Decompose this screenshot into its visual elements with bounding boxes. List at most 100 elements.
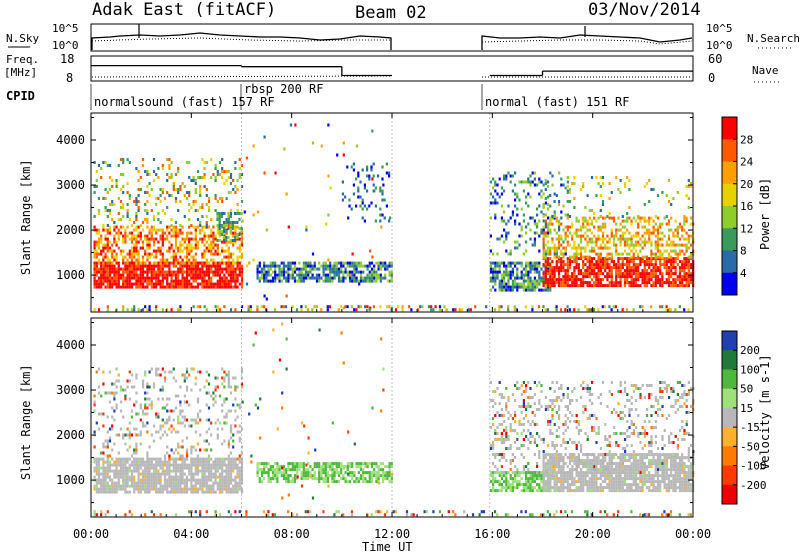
data-cell — [503, 279, 506, 283]
data-cell — [555, 260, 558, 264]
data-cell — [128, 273, 131, 277]
data-cell — [542, 234, 545, 238]
data-cell — [100, 240, 103, 244]
data-cell — [388, 264, 391, 268]
data-cell — [203, 252, 206, 256]
data-cell — [218, 481, 222, 485]
data-cell — [595, 260, 598, 264]
data-cell — [582, 272, 585, 276]
data-cell — [95, 421, 98, 425]
data-cell — [566, 278, 569, 282]
data-cell — [670, 263, 673, 267]
data-cell — [514, 279, 517, 283]
data-cell — [302, 279, 305, 283]
data-cell — [218, 227, 221, 230]
data-cell — [672, 281, 675, 285]
data-cell — [104, 237, 107, 241]
data-cell — [302, 261, 305, 265]
data-cell — [553, 266, 556, 270]
data-cell — [161, 188, 164, 191]
data-cell — [584, 216, 587, 220]
data-cell — [227, 252, 230, 256]
data-cell — [520, 270, 523, 274]
data-cell — [214, 167, 217, 170]
data-cell — [223, 475, 226, 479]
data-cell — [344, 195, 347, 199]
data-cell — [654, 234, 657, 238]
data-cell — [637, 266, 640, 270]
data-cell — [568, 191, 572, 194]
data-cell — [196, 246, 200, 250]
data-cell — [207, 264, 211, 268]
data-cell — [179, 466, 182, 470]
data-cell — [665, 263, 668, 267]
data-cell — [652, 188, 655, 191]
data-cell — [104, 478, 107, 482]
data-cell — [509, 264, 512, 268]
data-cell — [161, 228, 164, 232]
data-cell — [362, 477, 365, 481]
data-cell — [146, 221, 149, 224]
data-cell — [278, 276, 281, 280]
data-cell — [527, 222, 530, 226]
data-cell — [126, 484, 129, 488]
data-cell — [106, 237, 109, 241]
data-cell — [337, 273, 341, 277]
data-cell — [274, 273, 277, 277]
data-cell — [579, 188, 583, 191]
data-cell — [240, 478, 244, 482]
data-cell — [146, 475, 149, 479]
data-cell — [293, 270, 297, 274]
data-cell — [263, 135, 266, 139]
data-cell — [232, 267, 235, 271]
data-cell — [331, 279, 334, 283]
data-cell — [225, 249, 228, 253]
data-cell — [375, 465, 378, 469]
data-cell — [362, 279, 365, 283]
data-cell — [104, 228, 107, 232]
data-cell — [214, 261, 217, 265]
data-cell — [157, 249, 160, 253]
data-cell — [104, 273, 107, 277]
data-cell — [210, 433, 213, 437]
data-cell — [531, 285, 534, 289]
data-cell — [192, 475, 195, 479]
data-cell — [496, 276, 499, 280]
data-cell — [152, 487, 156, 491]
data-cell — [544, 288, 547, 292]
data-cell — [161, 308, 164, 312]
data-cell — [229, 436, 233, 440]
data-cell — [185, 252, 189, 256]
data-cell — [170, 246, 173, 250]
data-cell — [601, 216, 605, 220]
data-cell — [144, 490, 147, 494]
data-cell — [293, 468, 297, 472]
data-cell — [269, 477, 272, 481]
data-cell — [689, 255, 693, 259]
data-cell — [144, 424, 147, 428]
data-cell — [155, 282, 158, 286]
data-cell — [201, 472, 204, 476]
data-cell — [564, 186, 567, 190]
data-cell — [650, 252, 653, 256]
data-cell — [157, 282, 160, 286]
data-cell — [223, 273, 226, 277]
data-cell — [562, 275, 565, 279]
data-cell — [181, 273, 184, 277]
data-cell — [358, 282, 361, 286]
data-cell — [643, 185, 646, 188]
data-cell — [196, 267, 200, 271]
data-cell — [590, 278, 594, 282]
data-cell — [232, 490, 235, 494]
data-cell — [489, 192, 492, 196]
data-cell — [141, 460, 145, 464]
data-cell — [276, 468, 279, 472]
data-cell — [117, 279, 120, 283]
data-cell — [494, 183, 497, 187]
data-cell — [128, 249, 131, 253]
data-cell — [155, 173, 158, 176]
data-cell — [274, 462, 277, 466]
data-cell — [188, 273, 191, 277]
data-cell — [97, 252, 101, 256]
data-cell — [238, 484, 241, 488]
